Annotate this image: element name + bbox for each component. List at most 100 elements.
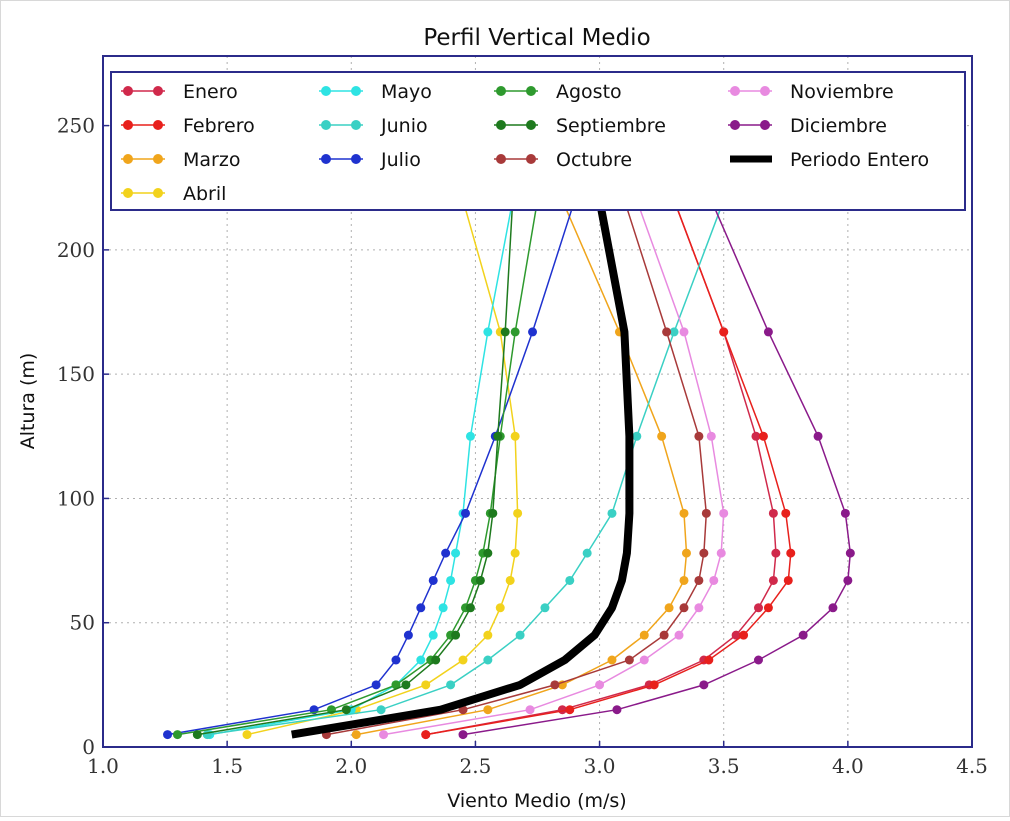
- data-point: [510, 431, 520, 441]
- data-point: [639, 630, 649, 640]
- data-point: [786, 548, 796, 558]
- data-point: [421, 730, 431, 740]
- data-point: [483, 548, 493, 558]
- series-septiembre: [192, 195, 518, 740]
- legend-marker: [496, 120, 506, 130]
- data-point: [525, 705, 535, 715]
- data-point: [716, 548, 726, 558]
- legend-item-octubre: Octubre: [494, 149, 632, 171]
- data-point: [495, 603, 505, 613]
- legend-marker: [526, 154, 536, 164]
- data-point: [465, 603, 475, 613]
- data-point: [242, 730, 252, 740]
- legend-item-marzo: Marzo: [121, 149, 240, 171]
- plot-area-border: [102, 55, 973, 748]
- data-point: [451, 630, 461, 640]
- legend-marker: [153, 154, 163, 164]
- data-point: [781, 508, 791, 518]
- legend-label: Octubre: [556, 149, 632, 171]
- data-point: [483, 655, 493, 665]
- legend-item-febrero: Febrero: [121, 115, 255, 137]
- data-point: [763, 327, 773, 337]
- data-point: [550, 680, 560, 690]
- data-point: [706, 431, 716, 441]
- legend-marker: [351, 154, 361, 164]
- data-point: [657, 431, 667, 441]
- data-point: [163, 730, 173, 740]
- x-tick-label: 1.0: [87, 754, 119, 778]
- legend-marker: [496, 86, 506, 96]
- series-line: [425, 199, 777, 736]
- data-point: [565, 705, 575, 715]
- data-point: [446, 680, 456, 690]
- legend-marker: [153, 86, 163, 96]
- legend-marker: [760, 120, 770, 130]
- legend-label: Febrero: [183, 115, 255, 137]
- data-point: [674, 630, 684, 640]
- legend-label: Agosto: [556, 81, 622, 103]
- series-line: [209, 200, 514, 736]
- data-point: [458, 730, 468, 740]
- data-point: [649, 680, 659, 690]
- legend-label: Diciembre: [790, 115, 887, 137]
- series-line: [383, 199, 725, 736]
- data-point: [768, 575, 778, 585]
- x-tick-label: 1.5: [211, 754, 243, 778]
- data-point: [493, 431, 503, 441]
- data-point: [582, 548, 592, 558]
- data-point: [739, 630, 749, 640]
- data-point: [719, 508, 729, 518]
- legend-marker: [351, 120, 361, 130]
- legend-marker: [526, 120, 536, 130]
- data-point: [731, 630, 741, 640]
- series-line: [291, 199, 634, 739]
- y-tick-label: 0: [82, 735, 95, 759]
- legend-marker: [123, 86, 133, 96]
- data-point: [341, 705, 351, 715]
- data-point: [510, 548, 520, 558]
- data-point: [379, 730, 389, 740]
- series-line: [462, 199, 852, 736]
- legend-label: Julio: [380, 149, 421, 171]
- legend-marker: [123, 154, 133, 164]
- data-point: [510, 327, 520, 337]
- legend-marker: [123, 120, 133, 130]
- series-layer: [163, 195, 855, 740]
- data-point: [719, 327, 729, 337]
- series-line: [326, 199, 708, 736]
- legend-marker: [321, 86, 331, 96]
- data-point: [843, 575, 853, 585]
- x-tick-label: 2.0: [335, 754, 367, 778]
- data-point: [612, 705, 622, 715]
- legend-marker: [760, 86, 770, 96]
- data-point: [679, 603, 689, 613]
- data-point: [458, 655, 468, 665]
- data-point: [845, 548, 855, 558]
- legend-marker: [123, 188, 133, 198]
- data-point: [371, 680, 381, 690]
- series-line: [246, 199, 519, 736]
- chart-title: Perfil Vertical Medio: [423, 25, 650, 51]
- data-point: [783, 575, 793, 585]
- data-point: [441, 548, 451, 558]
- data-point: [401, 680, 411, 690]
- data-point: [798, 630, 808, 640]
- x-tick-label: 4.0: [832, 754, 864, 778]
- legend-item-septiembre: Septiembre: [494, 115, 666, 137]
- data-point: [669, 327, 679, 337]
- data-point: [681, 548, 691, 558]
- data-point: [391, 680, 401, 690]
- legend-item-mayo: Mayo: [319, 81, 432, 103]
- legend-label: Mayo: [381, 81, 432, 103]
- data-point: [751, 431, 761, 441]
- data-point: [709, 575, 719, 585]
- data-point: [659, 630, 669, 640]
- legend-item-agosto: Agosto: [494, 81, 622, 103]
- legend-marker: [153, 188, 163, 198]
- data-point: [465, 431, 475, 441]
- series-diciembre: [458, 195, 855, 740]
- series-line: [177, 200, 539, 736]
- data-point: [632, 431, 642, 441]
- series-junio: [202, 195, 729, 740]
